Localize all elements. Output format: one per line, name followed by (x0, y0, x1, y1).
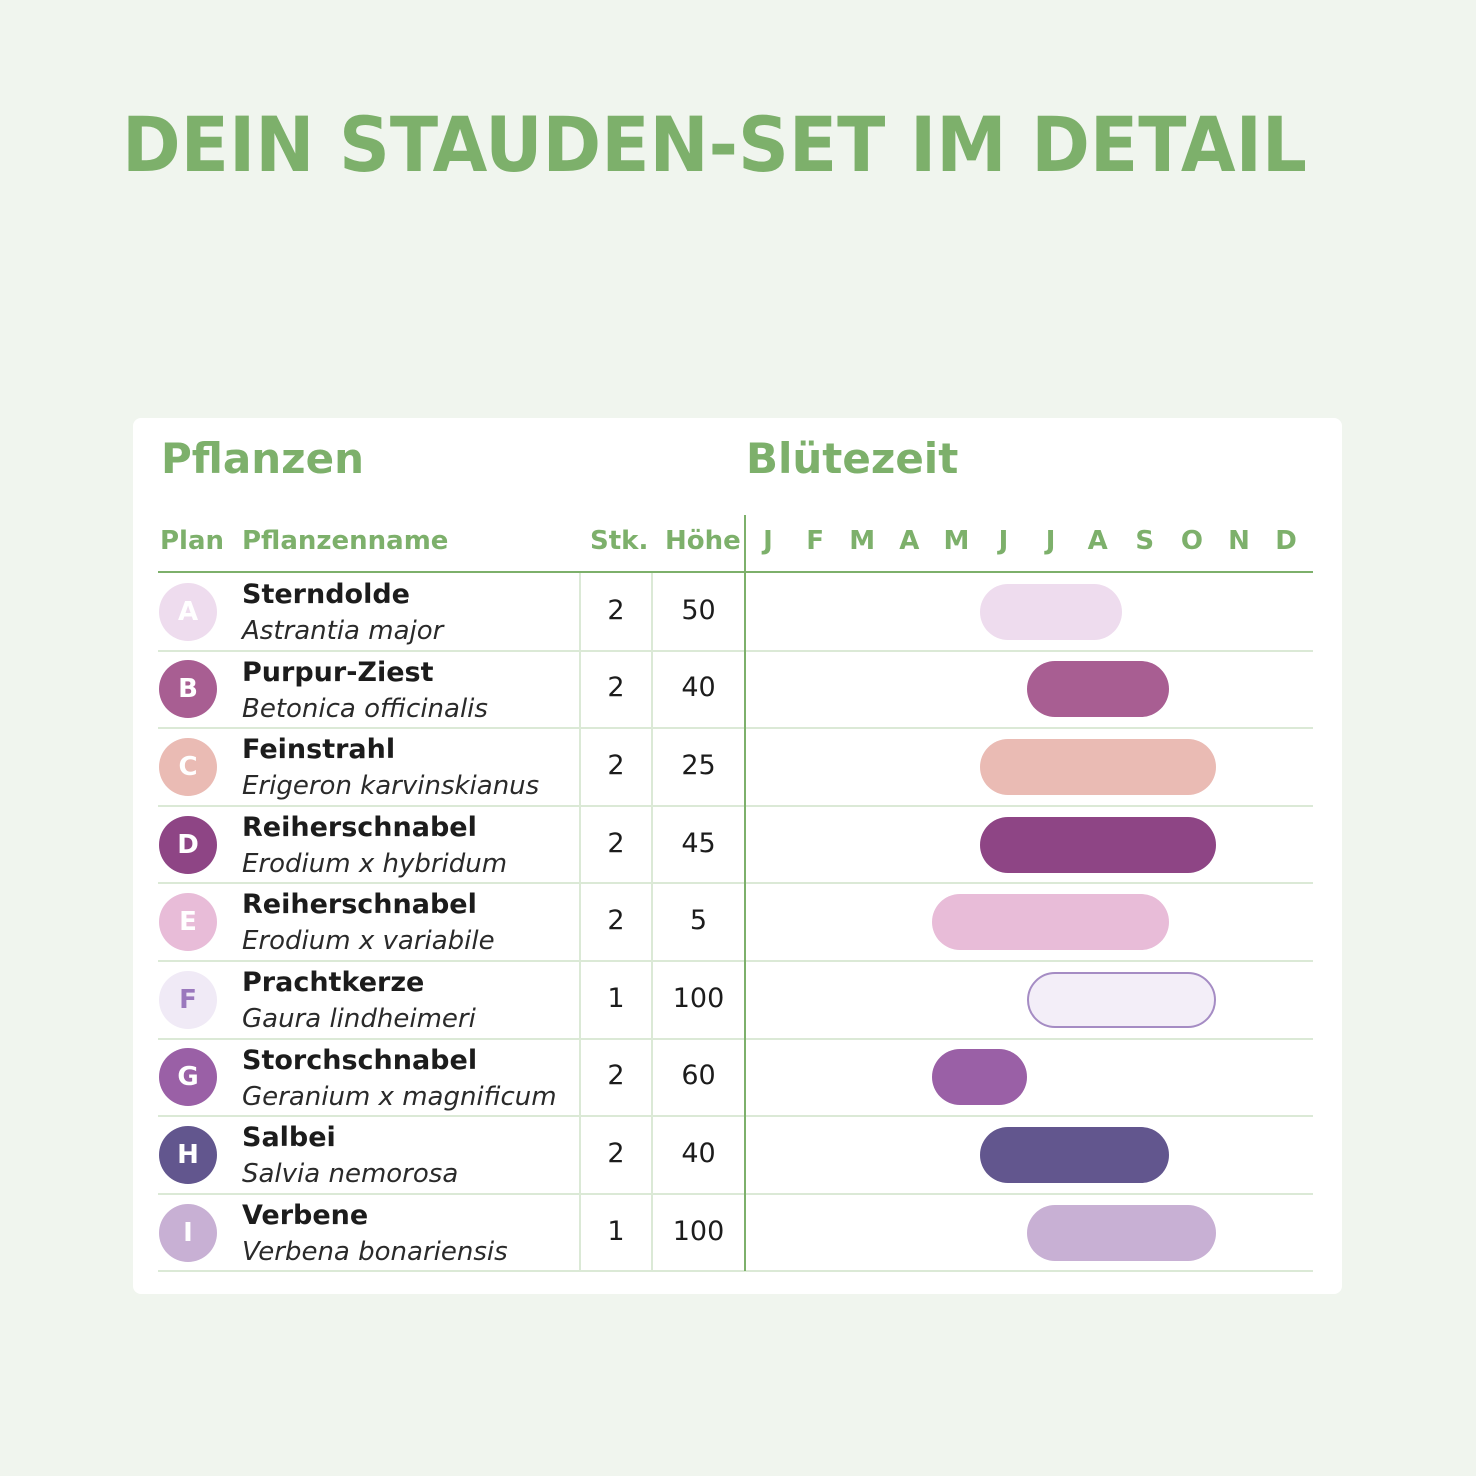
quantity-value: 2 (607, 750, 625, 781)
height-value: 60 (681, 1060, 716, 1092)
plan-marker: I (159, 1203, 217, 1262)
row-divider (158, 1192, 1313, 1195)
bloom-bar (1026, 661, 1169, 718)
plant-latin-name: Erodium x variabile (242, 926, 495, 957)
row-divider (158, 882, 1313, 885)
month-label: O (1180, 526, 1203, 556)
quantity-value: 2 (607, 594, 625, 626)
quantity-value: 2 (607, 1138, 625, 1169)
column-header-qty: Stk. (590, 526, 649, 556)
month-label: D (1275, 526, 1297, 556)
column-header-height: Höhe (665, 526, 741, 556)
plan-marker: E (159, 893, 217, 952)
month-label: J (763, 526, 773, 556)
height-value: 5 (689, 905, 708, 937)
bloom-bar (979, 1127, 1169, 1183)
plant-common-name: Sterndolde (242, 579, 410, 610)
height-value: 40 (681, 672, 716, 704)
row-divider (158, 1115, 1313, 1118)
plant-common-name: Prachtkerze (242, 967, 425, 998)
month-label: J (998, 526, 1009, 556)
row-divider (158, 1037, 1313, 1040)
bloom-bar (1026, 971, 1216, 1028)
height-value: 25 (681, 750, 716, 781)
row-divider (158, 1270, 1313, 1273)
row-divider (158, 649, 1313, 652)
plant-common-name: Reiherschnabel (242, 889, 477, 921)
height-value: 40 (681, 1138, 716, 1169)
section-title-plants: Pflanzen (161, 434, 364, 483)
plan-marker: A (159, 582, 217, 641)
plant-latin-name: Betonica officinalis (242, 693, 488, 724)
month-label: N (1228, 526, 1250, 556)
page-title: DEIN STAUDEN-SET IM DETAIL (122, 100, 1307, 189)
plant-latin-name: Astrantia major (242, 616, 444, 646)
plan-marker: D (159, 815, 217, 874)
bloom-bar (1026, 1204, 1216, 1261)
month-label: M (943, 526, 970, 556)
height-value: 100 (672, 982, 725, 1014)
plan-marker: F (159, 970, 217, 1029)
plant-latin-name: Salvia nemorosa (242, 1159, 459, 1190)
height-value: 100 (672, 1215, 725, 1247)
plant-common-name: Verbene (242, 1199, 369, 1231)
row-divider (158, 727, 1313, 730)
bloom-divider (744, 515, 746, 1272)
bloom-bar (979, 816, 1216, 873)
plant-latin-name: Verbena bonariensis (242, 1236, 508, 1267)
bloom-bar (932, 894, 1169, 951)
plant-latin-name: Erodium x hybridum (242, 848, 508, 879)
plant-common-name: Feinstrahl (242, 734, 396, 766)
height-value: 50 (681, 594, 716, 626)
row-divider (158, 960, 1313, 962)
month-label: S (1135, 526, 1155, 556)
column-header-plan: Plan (160, 526, 225, 556)
quantity-value: 2 (607, 905, 625, 937)
row-divider (158, 804, 1313, 807)
column-divider (651, 573, 653, 1272)
bloom-bar (979, 583, 1122, 640)
month-label: J (1045, 526, 1056, 556)
quantity-value: 2 (607, 672, 625, 704)
month-label: A (1087, 526, 1108, 556)
quantity-value: 1 (607, 1215, 625, 1247)
month-label: A (899, 526, 920, 556)
quantity-value: 1 (607, 982, 625, 1014)
header-rule (158, 571, 1313, 573)
bloom-bar (979, 739, 1216, 795)
plan-marker: B (159, 660, 217, 719)
quantity-value: 2 (607, 827, 625, 859)
month-label: F (806, 526, 824, 556)
column-divider (579, 573, 581, 1272)
plan-marker: C (159, 738, 217, 796)
column-header-name: Pflanzenname (242, 526, 449, 556)
quantity-value: 2 (607, 1060, 625, 1092)
month-label: M (849, 526, 876, 556)
plant-latin-name: Geranium x magnificum (242, 1081, 557, 1112)
bloom-bar (932, 1049, 1028, 1106)
plant-common-name: Storchschnabel (242, 1044, 478, 1076)
height-value: 45 (681, 827, 716, 859)
plant-common-name: Salbei (242, 1122, 336, 1154)
plant-latin-name: Gaura lindheimeri (242, 1004, 476, 1034)
plant-latin-name: Erigeron karvinskianus (242, 771, 540, 802)
plant-common-name: Purpur-Ziest (242, 656, 434, 688)
section-title-bloom: Blütezeit (746, 434, 959, 483)
plan-marker: G (159, 1048, 217, 1107)
plan-marker: H (159, 1126, 217, 1184)
plant-common-name: Reiherschnabel (242, 811, 477, 843)
